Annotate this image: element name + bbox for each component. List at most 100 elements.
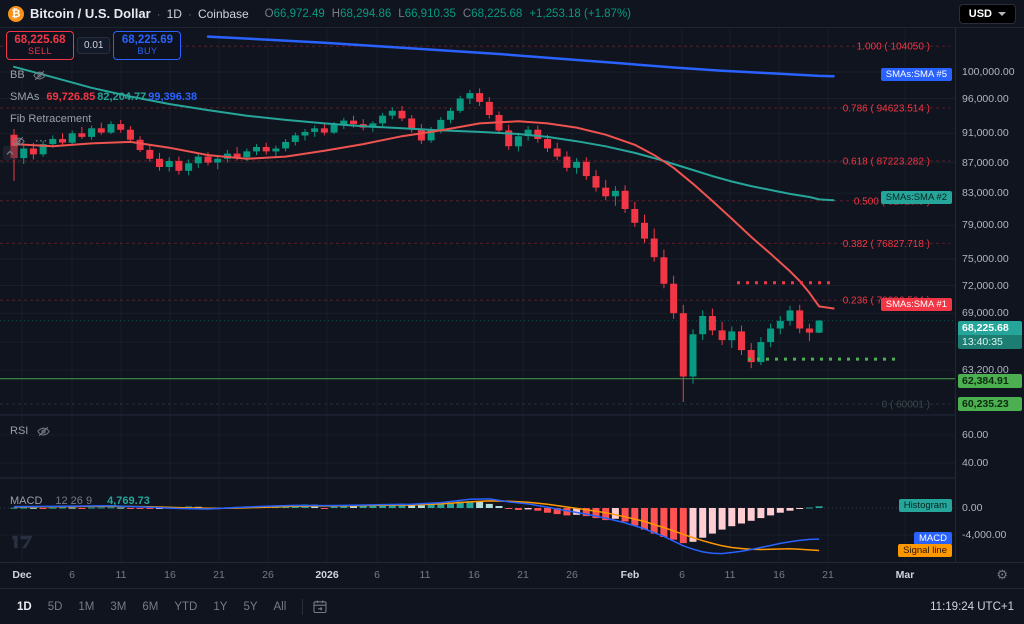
close-value: 68,225.68 bbox=[471, 7, 523, 20]
time-axis-tick: 26 bbox=[566, 569, 578, 581]
price-axis-label: 83,000.00 bbox=[962, 187, 1009, 200]
badge-histogram[interactable]: Histogram bbox=[898, 499, 952, 513]
sma-value: 82,204.77 bbox=[97, 91, 147, 103]
eye-off-icon[interactable] bbox=[10, 133, 26, 149]
range-button-1m[interactable]: 1M bbox=[71, 597, 101, 617]
indicator-fib-label[interactable]: Fib Retracement bbox=[10, 113, 92, 125]
time-axis-tick: Mar bbox=[895, 569, 915, 581]
exchange-label[interactable]: Coinbase bbox=[197, 6, 249, 21]
range-button-3m[interactable]: 3M bbox=[103, 597, 133, 617]
badge-signal-line[interactable]: Signal line bbox=[898, 543, 952, 557]
trade-widget: 68,225.68 SELL 0.01 68,225.69 BUY bbox=[6, 31, 182, 60]
high-key: H bbox=[331, 7, 341, 20]
buy-label: BUY bbox=[137, 46, 158, 56]
badge-smas-sma-1[interactable]: SMAs:SMA #1 bbox=[880, 298, 952, 312]
time-axis-tick: 11 bbox=[724, 569, 736, 581]
price-axis-label: 100,000.00 bbox=[962, 65, 1015, 78]
svg-text:0.618 ( 87223.282 ): 0.618 ( 87223.282 ) bbox=[843, 156, 930, 167]
time-axis-tick: 2026 bbox=[315, 569, 339, 581]
time-axis-tick: Feb bbox=[620, 569, 640, 581]
sell-button[interactable]: 68,225.68 SELL bbox=[6, 31, 74, 60]
time-axis-tick: 11 bbox=[115, 569, 127, 581]
price-axis-label: 69,000.00 bbox=[962, 307, 1009, 320]
divider bbox=[302, 598, 304, 615]
alert-price-badge[interactable]: 62,384.91 bbox=[958, 373, 1022, 388]
indicator-macd-label[interactable]: MACD bbox=[10, 495, 43, 507]
indicator-rsi-label[interactable]: RSI bbox=[10, 425, 29, 437]
range-button-5y[interactable]: 5Y bbox=[236, 597, 264, 617]
svg-text:0 ( 60001 ): 0 ( 60001 ) bbox=[882, 400, 930, 411]
rsi-legend: RSI bbox=[10, 420, 51, 442]
time-axis-tick: 16 bbox=[468, 569, 480, 581]
time-axis-tick: 21 bbox=[517, 569, 529, 581]
price-axis[interactable]: 100,000.00 96,000.00 91,000.00 87,000.00 83,… bbox=[955, 28, 1024, 562]
eye-off-icon[interactable] bbox=[32, 67, 48, 83]
chart-pane: 1.000 ( 104050 ) 0.786 ( 94623.514 ) 0.618… bbox=[0, 28, 955, 562]
indicator-legend: BB SMAs 69,726.85 82,204.77 99,396.38 Fib … bbox=[10, 64, 199, 152]
tradingview-logo-icon[interactable] bbox=[10, 534, 36, 555]
sma-value: 99,396.38 bbox=[148, 91, 198, 103]
badge-smas-sma-2[interactable]: SMAs:SMA #2 bbox=[880, 191, 952, 205]
go-to-date-icon[interactable] bbox=[312, 599, 328, 615]
alert-price-badge[interactable]: 60,235.23 bbox=[958, 396, 1022, 411]
price-axis-label: 91,000.00 bbox=[962, 127, 1009, 140]
time-axis-tick: 6 bbox=[69, 569, 75, 581]
time-axis-tick: 16 bbox=[164, 569, 176, 581]
macd-value: 4,769.73 bbox=[107, 495, 150, 507]
interval-selector[interactable]: 1D bbox=[166, 6, 182, 21]
gear-icon[interactable]: ⚙ bbox=[996, 567, 1008, 582]
high-value: 68,294.86 bbox=[340, 7, 392, 20]
countdown-timer: 13:40:35 bbox=[958, 334, 1022, 349]
range-buttons: 1D 5D 1M 3M 6M YTD 1Y 5Y All bbox=[10, 597, 293, 617]
time-axis-tick: 21 bbox=[213, 569, 225, 581]
rsi-axis-label: 40.00 bbox=[962, 457, 989, 469]
open-value: 66,972.49 bbox=[273, 7, 325, 20]
macd-axis-label: 0.00 bbox=[962, 502, 983, 514]
buy-price: 68,225.69 bbox=[121, 34, 174, 46]
time-axis[interactable]: ⚙ Dec 6 11 16 21 26 2026 6 11 16 21 26 Feb 6 11 16 21 Mar bbox=[0, 562, 1024, 589]
symbol-title[interactable]: Bitcoin / U.S. Dollar bbox=[30, 6, 151, 21]
chevron-up-icon[interactable] bbox=[3, 146, 17, 160]
eye-off-icon[interactable] bbox=[35, 423, 51, 439]
price-axis-label: 79,000.00 bbox=[962, 219, 1009, 232]
buy-button[interactable]: 68,225.69 BUY bbox=[113, 31, 182, 60]
time-axis-tick: 16 bbox=[773, 569, 785, 581]
clock-timezone-button[interactable]: 11:19:24 UTC+1 bbox=[930, 600, 1014, 613]
range-button-1y[interactable]: 1Y bbox=[206, 597, 234, 617]
time-axis-tick: 11 bbox=[419, 569, 431, 581]
ohlc-readout: O66,972.49 H68,294.86 L66,910.35 C68,225… bbox=[265, 8, 631, 20]
indicator-smas-label[interactable]: SMAs bbox=[10, 91, 40, 103]
quantity-field[interactable]: 0.01 bbox=[77, 37, 111, 54]
svg-text:0.786 ( 94623.514 ): 0.786 ( 94623.514 ) bbox=[843, 103, 930, 114]
price-axis-label: 96,000.00 bbox=[962, 92, 1009, 105]
price-axis-label: 75,000.00 bbox=[962, 253, 1009, 265]
range-button-all[interactable]: All bbox=[267, 597, 294, 617]
time-axis-tick: 21 bbox=[822, 569, 834, 581]
sma-value: 69,726.85 bbox=[46, 91, 96, 103]
more-options-icon[interactable]: ⋯ bbox=[34, 133, 48, 148]
last-price-badge: 68,225.68 13:40:35 bbox=[958, 320, 1022, 349]
bitcoin-logo-icon: ₿ bbox=[8, 5, 24, 22]
sell-label: SELL bbox=[27, 46, 53, 56]
macd-legend: MACD 12 26 9 4,769.73 bbox=[10, 490, 150, 512]
range-button-1d[interactable]: 1D bbox=[10, 597, 39, 617]
indicator-bb-label[interactable]: BB bbox=[10, 69, 25, 81]
low-value: 66,910.35 bbox=[404, 7, 456, 20]
range-button-5d[interactable]: 5D bbox=[41, 597, 70, 617]
open-key: O bbox=[264, 7, 274, 20]
price-chart-canvas[interactable]: 1.000 ( 104050 ) 0.786 ( 94623.514 ) 0.618… bbox=[0, 28, 955, 562]
svg-text:0.382 ( 76827.718 ): 0.382 ( 76827.718 ) bbox=[843, 239, 930, 250]
rsi-axis-label: 60.00 bbox=[962, 429, 989, 441]
range-button-6m[interactable]: 6M bbox=[135, 597, 165, 617]
badge-smas-sma-5[interactable]: SMAs:SMA #5 bbox=[880, 67, 952, 81]
symbol-toolbar: ₿ Bitcoin / U.S. Dollar · 1D · Coinbase … bbox=[0, 0, 1024, 28]
last-price-value: 68,225.68 bbox=[958, 320, 1022, 335]
separator: · bbox=[156, 6, 161, 21]
macd-axis-label: -4,000.00 bbox=[962, 529, 1007, 541]
currency-selector[interactable]: USD bbox=[958, 3, 1016, 24]
chevron-down-icon bbox=[998, 11, 1006, 16]
badge-macd[interactable]: MACD bbox=[914, 532, 952, 546]
time-axis-tick: Dec bbox=[12, 569, 32, 581]
range-button-ytd[interactable]: YTD bbox=[167, 597, 204, 617]
